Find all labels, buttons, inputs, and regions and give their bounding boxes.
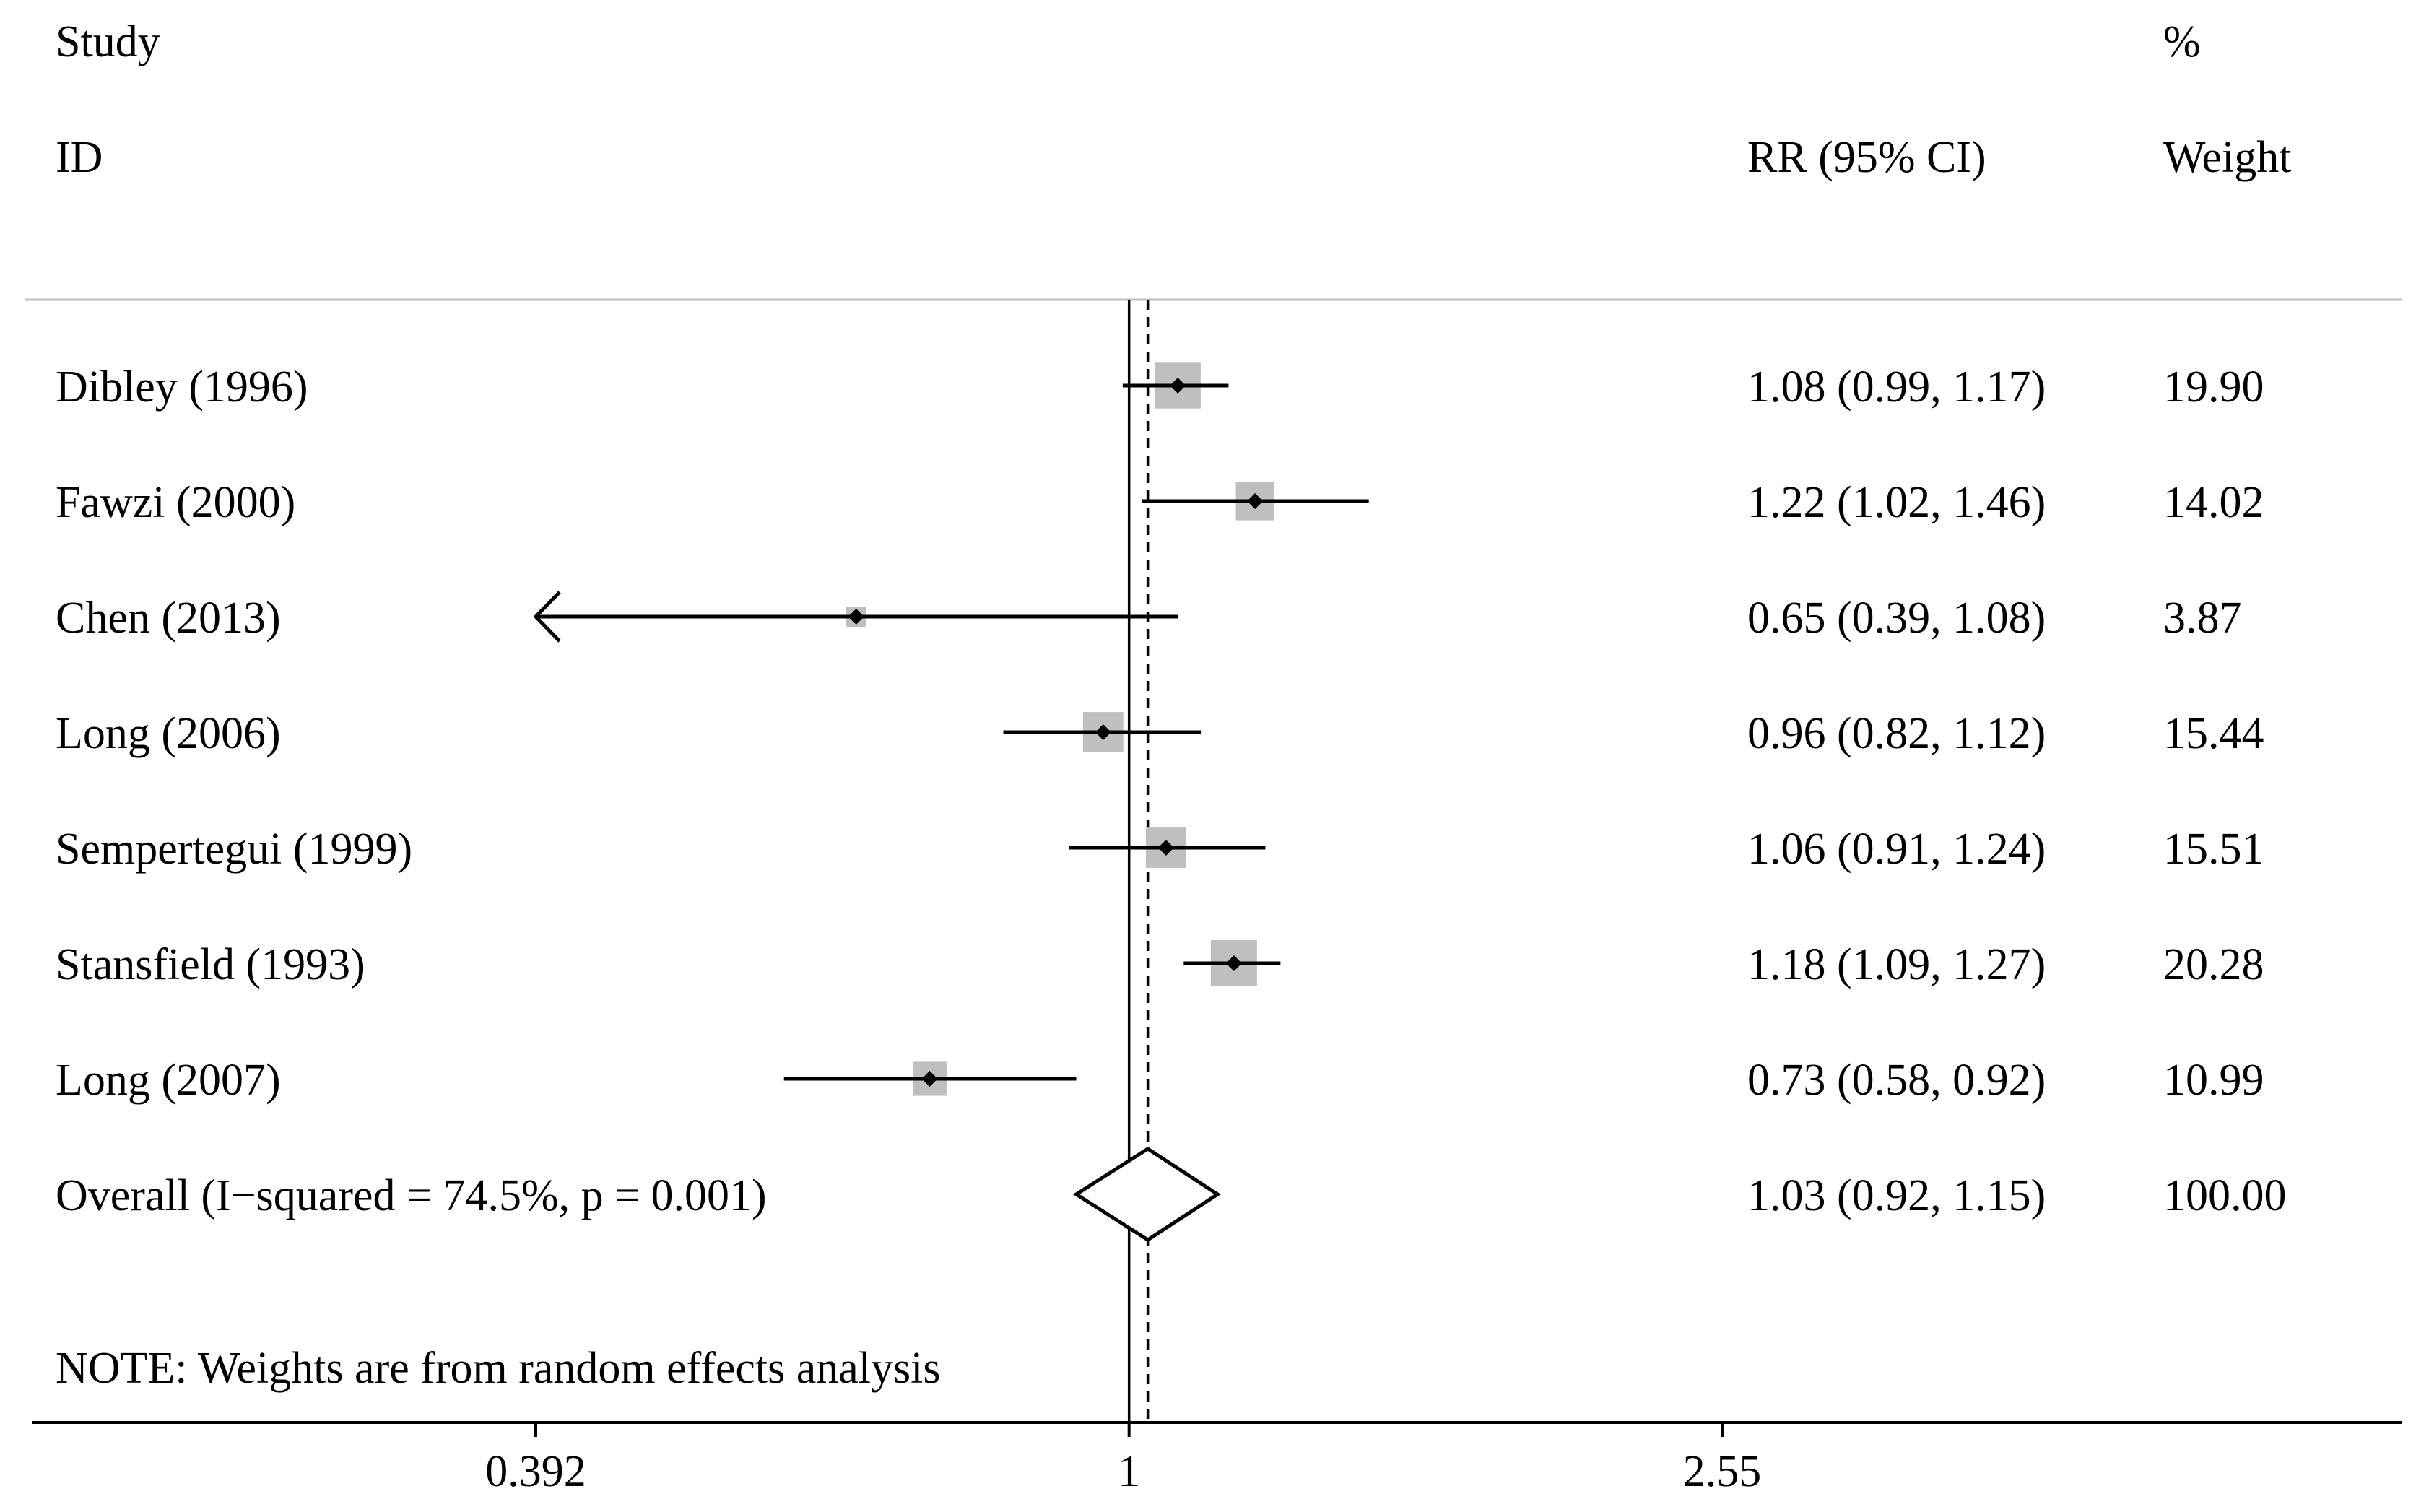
ci-truncation-arrow: [533, 591, 561, 643]
rr-ci-value: 0.65 (0.39, 1.08): [1747, 594, 2046, 643]
rr-ci-value: 1.08 (0.99, 1.17): [1747, 362, 2046, 412]
weight-header: Weight: [2163, 133, 2292, 182]
rr-ci-value: 1.22 (1.02, 1.46): [1747, 478, 2046, 527]
study-row: Stansfield (1993) 1.18 (1.09, 1.27) 20.28: [56, 940, 2264, 989]
study-header: Study: [56, 17, 160, 66]
weight-value: 15.51: [2163, 825, 2264, 874]
point-estimate: [1157, 840, 1174, 856]
study-name: Stansfield (1993): [56, 940, 365, 989]
percent-header: %: [2163, 17, 2201, 66]
id-header: ID: [56, 133, 103, 182]
study-name: Fawzi (2000): [56, 478, 295, 527]
point-estimate: [848, 609, 864, 625]
overall-label: Overall (I−squared = 74.5%, p = 0.001): [56, 1171, 767, 1220]
study-row: Long (2007) 0.73 (0.58, 0.92) 10.99: [56, 1056, 2264, 1105]
study-row: Dibley (1996) 1.08 (0.99, 1.17) 19.90: [56, 362, 2264, 412]
weight-value: 3.87: [2163, 594, 2242, 643]
x-tick-label: 1: [1118, 1447, 1140, 1496]
overall-rr-ci-value: 1.03 (0.92, 1.15): [1747, 1171, 2046, 1220]
point-estimate: [1225, 955, 1242, 971]
rr-ci-value: 0.96 (0.82, 1.12): [1747, 709, 2046, 758]
rr-header: RR (95% CI): [1747, 133, 1986, 182]
overall-diamond: [1072, 1147, 1221, 1242]
overall-weight-value: 100.00: [2163, 1171, 2287, 1220]
study-row: Long (2006) 0.96 (0.82, 1.12) 15.44: [56, 709, 2264, 758]
study-row: Chen (2013) 0.65 (0.39, 1.08) 3.87: [56, 591, 2242, 643]
point-estimate: [1247, 493, 1264, 509]
rr-ci-value: 0.73 (0.58, 0.92): [1747, 1056, 2046, 1105]
study-name: Chen (2013): [56, 594, 281, 643]
study-name: Sempertegui (1999): [56, 825, 412, 874]
study-name: Long (2007): [56, 1056, 281, 1105]
weight-value: 14.02: [2163, 478, 2264, 527]
study-name: Long (2006): [56, 709, 281, 758]
weight-value: 15.44: [2163, 709, 2264, 758]
weight-value: 19.90: [2163, 362, 2264, 412]
point-estimate: [1170, 378, 1186, 394]
weight-value: 10.99: [2163, 1056, 2264, 1105]
study-row: Sempertegui (1999) 1.06 (0.91, 1.24) 15.51: [56, 825, 2264, 874]
point-estimate: [1095, 724, 1111, 740]
x-tick-label: 2.55: [1683, 1447, 1762, 1496]
weight-value: 20.28: [2163, 940, 2264, 989]
rr-ci-value: 1.18 (1.09, 1.27): [1747, 940, 2046, 989]
study-name: Dibley (1996): [56, 362, 308, 412]
study-row: Fawzi (2000) 1.22 (1.02, 1.46) 14.02: [56, 478, 2264, 527]
point-estimate: [921, 1071, 938, 1087]
x-tick-label: 0.392: [485, 1447, 586, 1496]
rr-ci-value: 1.06 (0.91, 1.24): [1747, 825, 2046, 874]
overall-row: Overall (I−squared = 74.5%, p = 0.001) 1.…: [56, 1147, 2287, 1242]
weights-note: NOTE: Weights are from random effects an…: [56, 1344, 940, 1393]
